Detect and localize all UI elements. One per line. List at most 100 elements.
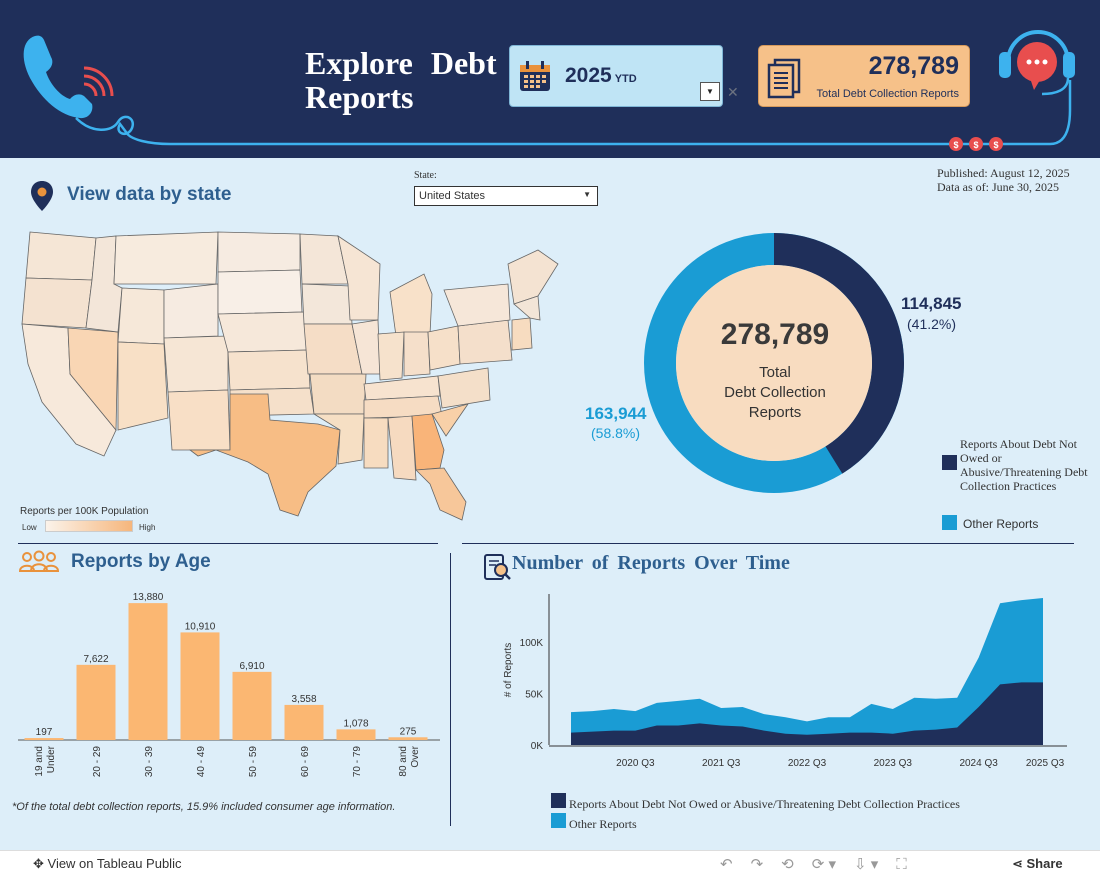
time-legend-dark-swatch [551,793,566,808]
donut-legend-dark-swatch [942,455,957,470]
y-tick-label: 50K [525,690,543,701]
calendar-icon [520,61,550,91]
y-tick-label: 0K [531,741,544,752]
map-legend-high: High [139,523,156,532]
download-icon[interactable]: ⇩ ▾ [854,856,879,873]
donut-light-percent: (58.8%) [591,425,641,441]
age-bar[interactable] [24,738,64,740]
map-legend-gradient [45,520,133,532]
donut-chart[interactable] [640,230,910,500]
x-tick-label: 2020 Q3 [616,758,655,769]
age-bar[interactable] [232,671,272,740]
donut-center-label: Total Debt Collection Reports [724,364,826,421]
x-tick-label: 2023 Q3 [874,758,913,769]
donut-center-value: 278,789 [720,318,830,351]
fullscreen-icon[interactable]: ⛶ [896,856,907,873]
x-tick-label: 2022 Q3 [788,758,827,769]
toolbar-icons: ↶ ↷ ⟲ ⟳ ▾ ⇩ ▾ ⛶ [720,855,925,873]
time-legend-light-label: Other Reports [569,817,637,831]
area-debt-not-owed[interactable] [571,682,1043,745]
age-bar-label: 197 [36,727,53,738]
donut-light-value: 163,944 [585,404,647,423]
time-legend-light-swatch [551,813,566,828]
tableau-footer: ✥ View on Tableau Public ↶ ↷ ⟲ ⟳ ▾ ⇩ ▾ ⛶ ⋖ Sh… [0,850,1100,877]
location-pin-icon [31,181,53,211]
age-bar-chart[interactable]: 197 19 and Under 7,622 20 - 29 13,880 30 - 39 1… [10,585,440,790]
header-decoration: $ $ $ [23,30,1075,151]
total-reports-value: 278,789 [868,52,959,80]
area-other-reports[interactable] [571,598,1043,745]
share-button[interactable]: ⋖ Share [1012,856,1063,871]
state-select[interactable]: United States ▼ [414,186,598,206]
page-title: Explore Debt Reports [305,45,497,115]
y-axis-title: # of Reports [503,643,514,697]
map-legend-title: Reports per 100K Population [20,506,149,517]
svg-text:$: $ [953,140,958,150]
x-tick-label: 2025 Q3 [1026,758,1065,769]
total-reports-label: Total Debt Collection Reports [816,88,959,100]
age-bar-label: 13,880 [133,592,164,603]
donut-slice-debt-not-owed[interactable] [773,233,904,474]
people-group-icon [18,550,60,572]
headset-chat-icon [999,30,1075,96]
map-legend-low: Low [22,523,37,532]
age-category-label: Under [46,745,57,773]
year-filter-card: 2025 YTD ▼ [509,45,723,107]
document-icon [767,58,801,99]
age-bar-label: 7,622 [83,654,108,665]
revert-icon[interactable]: ⟲ [781,856,794,873]
us-choropleth-map[interactable] [18,224,578,524]
donut-dark-percent: (41.2%) [907,316,957,332]
state-section-title: View data by state [67,184,232,205]
donut-legend-light-swatch [942,515,957,530]
data-as-of-date: Data as of: June 30, 2025 [937,180,1059,194]
age-bar[interactable] [336,729,376,740]
view-on-tableau-link[interactable]: ✥ View on Tableau Public [33,856,182,871]
divider-left [18,543,438,544]
age-category-label: 20 - 29 [92,746,103,778]
chevron-down-icon: ▼ [583,190,591,199]
redo-icon[interactable]: ↷ [750,856,764,873]
x-tick-label: 2021 Q3 [702,758,741,769]
age-category-label: 60 - 69 [300,746,311,778]
age-section-title: Reports by Age [71,551,211,572]
age-bar[interactable] [388,737,428,740]
svg-text:$: $ [973,140,978,150]
age-bar-label: 1,078 [343,718,368,729]
age-bar[interactable] [284,704,324,740]
header-banner: $ $ $ Explore Debt Reports 2025 YT [0,0,1100,158]
y-tick-label: 100K [520,638,544,649]
state-label: State: [414,170,437,181]
publish-info: Published: August 12, 2025 Data as of: J… [937,166,1070,194]
donut-legend-light-label: Other Reports [963,517,1039,531]
age-category-label: 40 - 49 [196,746,207,778]
age-category-label: 70 - 79 [352,746,363,778]
undo-icon[interactable]: ↶ [720,856,733,873]
time-area-chart[interactable]: 0K 50K 100K # of Reports 2020 Q3 2021 Q3 2022 … [495,588,1075,773]
year-value: 2025 YTD [565,64,637,87]
x-tick-label: 2024 Q3 [959,758,998,769]
age-bar[interactable] [128,603,168,740]
state-select-value: United States [419,190,486,202]
time-section-title: Number of Reports Over Time [512,552,790,574]
age-bar[interactable] [180,632,220,740]
clear-filter-icon[interactable]: ✕ [727,84,739,100]
refresh-icon[interactable]: ⟳ ▾ [811,856,836,873]
report-magnifier-icon [484,554,511,580]
donut-legend-dark-label: Reports About Debt Not Owed or Abusive/T… [960,437,1088,493]
age-category-label: 50 - 59 [248,746,259,778]
age-category-label: 19 and [34,746,45,777]
year-dropdown-button[interactable]: ▼ [700,82,720,101]
donut-center [676,265,872,461]
dollar-coin-icon: $ $ $ [949,137,1003,151]
age-bar-label: 10,910 [185,621,216,632]
age-footnote: *Of the total debt collection reports, 1… [12,801,396,813]
published-date: Published: August 12, 2025 [937,166,1070,180]
age-category-label: Over [410,745,421,767]
age-category-label: 30 - 39 [144,746,155,778]
donut-dark-value: 114,845 [901,294,962,313]
divider-vertical [450,553,451,826]
total-reports-card: 278,789 Total Debt Collection Reports [758,45,970,107]
age-bar-label: 3,558 [291,694,316,705]
age-bar[interactable] [76,664,116,740]
